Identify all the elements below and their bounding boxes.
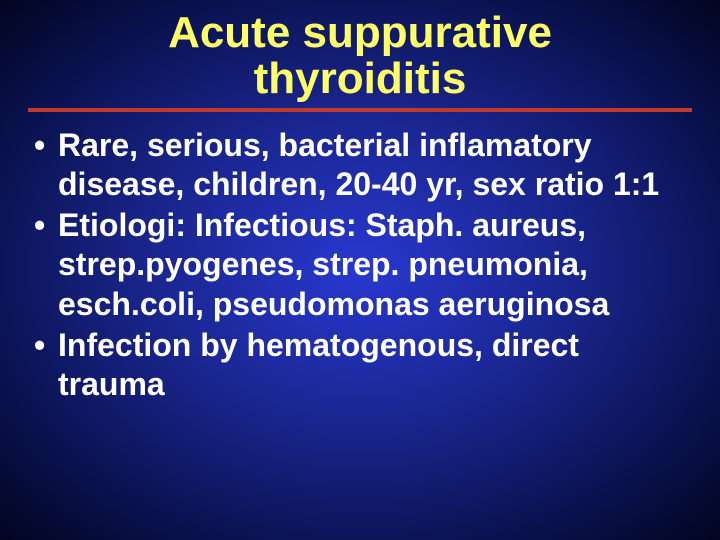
bullet-list: Rare, serious, bacterial inflamatory dis… — [28, 126, 692, 403]
title-underline — [28, 108, 692, 112]
list-item: Infection by hematogenous, direct trauma — [28, 326, 692, 404]
title-line-1: Acute suppurative — [168, 8, 552, 57]
list-item: Rare, serious, bacterial inflamatory dis… — [28, 126, 692, 204]
slide-container: Acute suppurative thyroiditis Rare, seri… — [0, 0, 720, 540]
slide-title: Acute suppurative thyroiditis — [28, 10, 692, 102]
list-item: Etiologi: Infectious: Staph. aureus, str… — [28, 206, 692, 323]
title-line-2: thyroiditis — [254, 54, 467, 103]
